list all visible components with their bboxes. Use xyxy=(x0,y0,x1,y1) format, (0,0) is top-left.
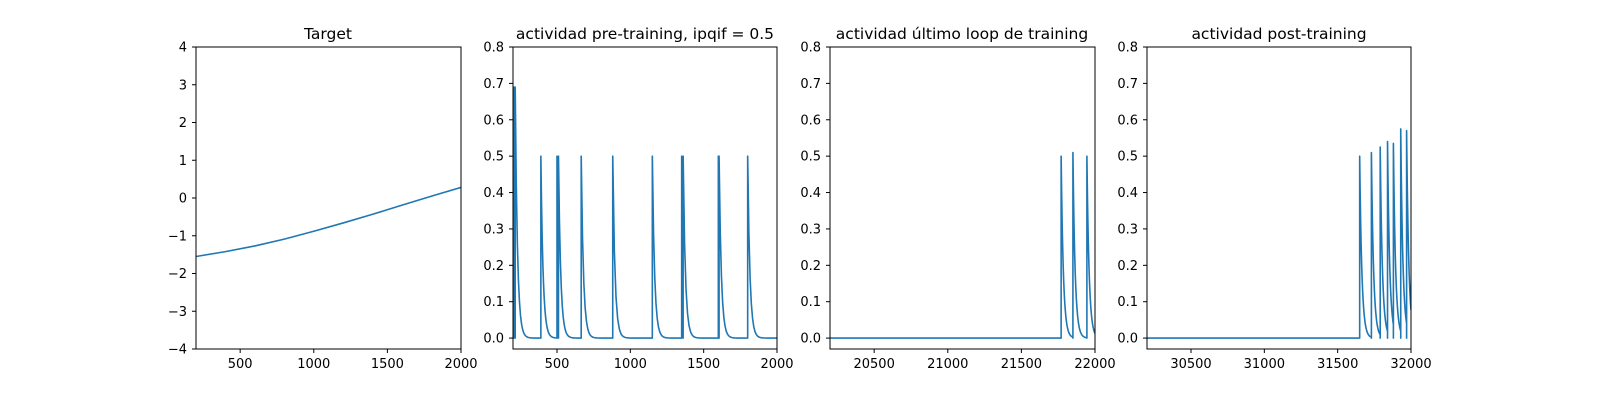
y-tick-label: 0.4 xyxy=(800,186,821,201)
x-tick-label: 30500 xyxy=(1170,357,1211,372)
panel-title: actividad post-training xyxy=(1191,25,1366,43)
y-tick-label: 0.6 xyxy=(483,113,504,128)
y-tick-label: 0.8 xyxy=(800,41,821,56)
x-tick-label: 1500 xyxy=(371,357,404,372)
y-tick-label: 0.3 xyxy=(483,222,504,237)
x-tick-label: 21000 xyxy=(927,357,968,372)
series-line xyxy=(830,151,1095,339)
x-tick-label: 2000 xyxy=(760,357,793,372)
y-tick-label: 0.5 xyxy=(483,150,504,165)
y-tick-label: 0 xyxy=(179,192,187,207)
x-tick-label: 31500 xyxy=(1317,357,1358,372)
y-tick-label: 0.1 xyxy=(483,295,504,310)
panel-title: actividad último loop de training xyxy=(836,25,1088,43)
series-line xyxy=(1147,128,1411,339)
y-tick-label: 0.7 xyxy=(800,77,821,92)
y-tick-label: 0.3 xyxy=(1117,222,1138,237)
y-tick-label: 0.5 xyxy=(800,150,821,165)
y-tick-label: 0.2 xyxy=(1117,259,1138,274)
series-line xyxy=(513,86,777,339)
x-tick-label: 20500 xyxy=(853,357,894,372)
panel-title: Target xyxy=(303,25,352,43)
x-tick-label: 31000 xyxy=(1244,357,1285,372)
x-tick-label: 1000 xyxy=(297,357,330,372)
x-tick-label: 500 xyxy=(545,357,570,372)
y-tick-label: 0.2 xyxy=(483,259,504,274)
panel-title: actividad pre-training, ipqif = 0.5 xyxy=(516,25,774,43)
y-tick-label: 0.0 xyxy=(1117,332,1138,347)
y-tick-label: 0.0 xyxy=(483,332,504,347)
y-tick-label: 2 xyxy=(179,116,187,131)
y-tick-label: 0.6 xyxy=(1117,113,1138,128)
panel-pre-training: actividad pre-training, ipqif = 0.5 500 1… xyxy=(483,25,793,372)
axes-frame xyxy=(829,46,1096,350)
y-tick-label: 0.8 xyxy=(483,41,504,56)
y-tick-label: −4 xyxy=(168,343,187,358)
y-tick-label: 0.3 xyxy=(800,222,821,237)
y-tick-label: 0.5 xyxy=(1117,150,1138,165)
y-tick-label: 1 xyxy=(179,154,187,169)
y-tick-label: 0.7 xyxy=(483,77,504,92)
panel-last-training-loop: actividad último loop de training 20500 2… xyxy=(800,25,1115,372)
y-tick-label: 0.4 xyxy=(1117,186,1138,201)
x-tick-label: 2000 xyxy=(444,357,477,372)
panel-post-training: actividad post-training 30500 31000 31500 3… xyxy=(1117,25,1431,372)
y-tick-label: 0.1 xyxy=(800,295,821,310)
panel-target: Target 500 1000 1500 2000 −4 −3 −2 −1 0 1 2 3 4 xyxy=(168,25,478,372)
y-tick-label: 3 xyxy=(179,78,187,93)
y-tick-label: 4 xyxy=(179,41,187,56)
y-tick-label: 0.8 xyxy=(1117,41,1138,56)
x-tick-label: 1500 xyxy=(687,357,720,372)
y-tick-label: 0.7 xyxy=(1117,77,1138,92)
y-tick-label: −1 xyxy=(168,229,187,244)
axes-frame xyxy=(1146,46,1412,350)
y-tick-label: 0.2 xyxy=(800,259,821,274)
axes-frame xyxy=(512,46,778,350)
x-tick-label: 22000 xyxy=(1074,357,1115,372)
y-tick-label: 0.0 xyxy=(800,332,821,347)
x-tick-label: 1000 xyxy=(614,357,647,372)
x-tick-label: 32000 xyxy=(1390,357,1431,372)
y-tick-label: −3 xyxy=(168,305,187,320)
y-tick-label: 0.4 xyxy=(483,186,504,201)
y-tick-label: 0.1 xyxy=(1117,295,1138,310)
y-tick-label: 0.6 xyxy=(800,113,821,128)
series-line xyxy=(196,186,461,258)
y-tick-label: −2 xyxy=(168,267,187,282)
x-tick-label: 21500 xyxy=(1001,357,1042,372)
x-tick-label: 500 xyxy=(228,357,253,372)
